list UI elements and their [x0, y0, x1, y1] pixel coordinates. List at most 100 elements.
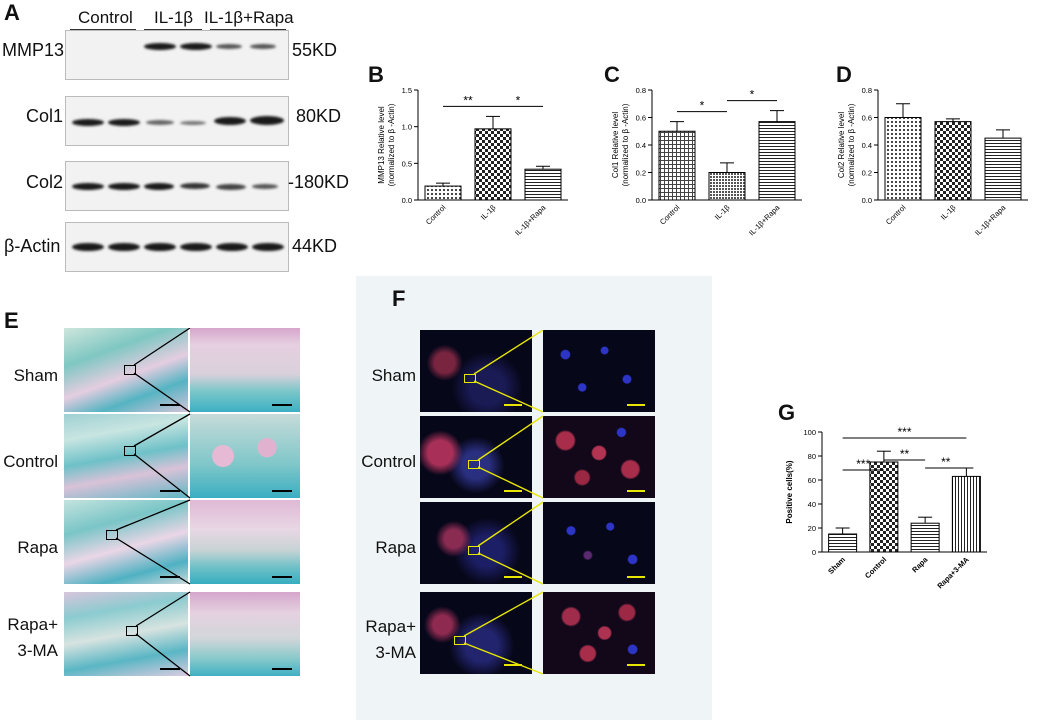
- y-tick-label: 0.8: [636, 86, 646, 95]
- wb-blot-col2: [65, 161, 289, 211]
- fluo-row-label-rapa-3ma: Rapa+ 3-MA: [365, 617, 416, 662]
- significance-label: **: [941, 455, 951, 469]
- x-tick-label: IL-1β: [479, 203, 498, 222]
- x-tick-label: IL-1β+Rapa: [747, 202, 782, 237]
- panel-letter-d: D: [836, 62, 852, 87]
- histo-zoom-rapa-3ma: [190, 592, 300, 676]
- bar: [524, 168, 562, 201]
- x-tick-label: Control: [658, 203, 682, 227]
- panel-letter-c: C: [604, 62, 620, 87]
- x-tick-label: Control: [884, 203, 908, 227]
- y-tick-label: 0.4: [862, 141, 872, 150]
- x-tick-label: IL-1β: [939, 203, 958, 222]
- bar: [951, 475, 981, 553]
- bar: [658, 130, 696, 201]
- histo-image-control: [64, 414, 188, 498]
- chart-b: 0.0 0.5 1.0 1.5 MMP13 Relative level(normali…: [377, 86, 568, 237]
- wb-group-il1b-rapa: IL-1β+Rapa: [204, 8, 294, 27]
- y-tick-label: 0.6: [636, 114, 646, 123]
- bar: [474, 128, 512, 201]
- y-axis-label-line: (normalized to β -Actin): [847, 103, 856, 186]
- histo-row-label-sham: Sham: [13, 366, 58, 385]
- bar: [934, 121, 972, 201]
- panel-letter-f: F: [392, 286, 406, 311]
- y-tick-label: 80: [808, 452, 816, 461]
- histo-zoom-connectors: [115, 328, 191, 677]
- bar: [984, 137, 1022, 201]
- y-tick-label: 0.5: [402, 159, 412, 168]
- significance-label: ***: [897, 425, 911, 439]
- wb-blot-actin: [65, 222, 289, 272]
- fluo-row-label-rapa: Rapa: [375, 538, 416, 557]
- y-axis-label-line: (normalized to β -Actin): [387, 103, 396, 186]
- histo-zoom-control: [190, 414, 300, 498]
- y-tick-label: 40: [808, 500, 816, 509]
- x-tick-label: Control: [863, 555, 888, 580]
- histo-zoom-sham: [190, 328, 300, 412]
- x-tick-label: IL-1β+Rapa: [513, 202, 548, 237]
- chart-d: 0.0 0.2 0.4 0.6 0.8 Col2 Relative level(norma…: [837, 86, 1028, 237]
- wb-protein-col2: Col2: [26, 172, 64, 192]
- y-tick-label: 100: [803, 428, 816, 437]
- wb-protein-actin: β-Actin: [4, 236, 61, 256]
- y-axis-label: Col1 Relative level(normalized to β -Act…: [611, 103, 630, 186]
- fluo-zoom-connectors: [463, 330, 544, 675]
- fluo-zoom-rapa: [543, 502, 655, 584]
- wb-group-underline: [70, 29, 136, 30]
- significance-label: **: [463, 93, 473, 107]
- y-axis-label-line: Col1 Relative level: [611, 112, 620, 178]
- fluo-row-label-control: Control: [361, 452, 416, 471]
- y-tick-label: 0.0: [862, 196, 872, 205]
- significance-label: *: [516, 93, 521, 107]
- y-tick-label: 0.0: [636, 196, 646, 205]
- y-tick-label: 1.0: [402, 123, 412, 132]
- bar: [828, 533, 858, 553]
- fluo-zoom-control: [543, 416, 655, 498]
- y-tick-label: 1.5: [402, 86, 412, 95]
- histo-row-label-rapa-3ma: Rapa+ 3-MA: [7, 615, 58, 660]
- fluo-zoom-sham: [543, 330, 655, 412]
- wb-blot-col1: [65, 96, 289, 146]
- significance-label: *: [750, 88, 755, 102]
- x-tick-label: IL-1β+Rapa: [973, 202, 1008, 237]
- fluo-row-label-sham: Sham: [371, 366, 416, 385]
- bar: [884, 117, 922, 201]
- bar: [758, 121, 796, 201]
- y-tick-label: 0.6: [862, 114, 872, 123]
- y-tick-label: 0.2: [862, 169, 872, 178]
- x-tick-label: IL-1β: [713, 203, 732, 222]
- panel-letter-b: B: [368, 62, 384, 87]
- x-tick-label: Control: [424, 203, 448, 227]
- panel-letter-e: E: [4, 308, 19, 333]
- x-tick-label: Rapa: [910, 554, 930, 574]
- y-axis-label: MMP13 Relative level(normalized to β -Ac…: [377, 103, 396, 186]
- y-axis-label-line: Col2 Relative level: [837, 112, 846, 178]
- significance-label: *: [700, 99, 705, 113]
- wb-group-control: Control: [78, 8, 133, 27]
- y-tick-label: 60: [808, 476, 816, 485]
- chart-g: 0 20 40 60 80 100 Positive cells(%) Sham Control…: [785, 425, 987, 591]
- chart-c: 0.0 0.2 0.4 0.6 0.8 Col1 Relative level(norma…: [611, 86, 802, 237]
- fluo-image-rapa-3ma: [420, 592, 532, 674]
- x-tick-label: Rapa+3-MA: [935, 555, 971, 591]
- bar: [424, 185, 462, 201]
- wb-group-il1b: IL-1β: [154, 8, 194, 27]
- wb-blot-mmp13: [65, 30, 289, 80]
- wb-protein-mmp13: MMP13: [2, 40, 65, 60]
- y-tick-label: 0.4: [636, 141, 646, 150]
- bar: [910, 522, 940, 553]
- y-axis-label-line: MMP13 Relative level: [377, 106, 386, 184]
- wb-size-col1: 80KD: [296, 106, 342, 126]
- histo-zoom-rapa: [190, 500, 300, 584]
- bar: [708, 172, 746, 201]
- y-tick-label: 0.8: [862, 86, 872, 95]
- histo-image-sham: [64, 328, 188, 412]
- y-axis-label-line: (normalized to β -Actin): [621, 103, 630, 186]
- wb-size-mmp13: 55KD: [292, 40, 338, 60]
- panel-letter-a: A: [4, 0, 20, 25]
- y-tick-label: 0.0: [402, 196, 412, 205]
- y-tick-label: 0: [812, 548, 816, 557]
- wb-protein-col1: Col1: [26, 106, 64, 126]
- bar: [869, 461, 899, 553]
- fluo-zoom-rapa-3ma: [543, 592, 655, 674]
